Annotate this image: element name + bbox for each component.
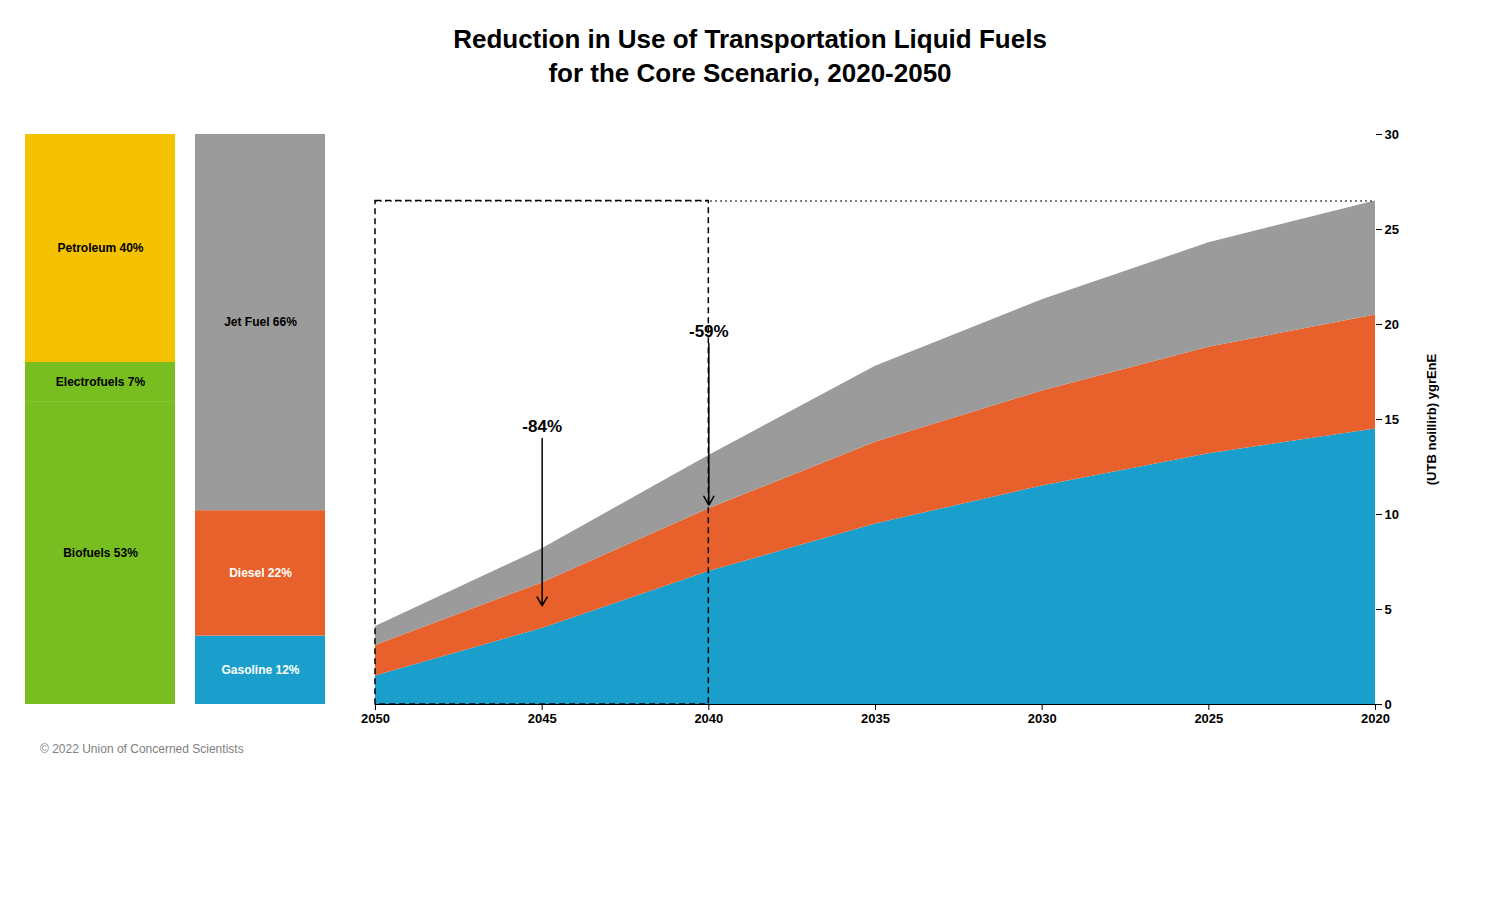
svg-text:20: 20 xyxy=(1385,317,1399,332)
html-text:© 2022 Union of Concerned Scie: © 2022 Union of Concerned Scientists xyxy=(40,742,244,756)
svg-text:15: 15 xyxy=(1385,412,1399,427)
svg-text:2020: 2020 xyxy=(1361,711,1390,726)
svg-text:2035: 2035 xyxy=(861,711,890,726)
svg-text:-84%: -84% xyxy=(522,417,562,436)
svg-text:2040: 2040 xyxy=(694,711,723,726)
svg-text:10: 10 xyxy=(1385,507,1399,522)
svg-text:2050: 2050 xyxy=(361,711,390,726)
svg-text:Gasoline 12%: Gasoline 12% xyxy=(221,663,299,677)
svg-text:Petroleum 40%: Petroleum 40% xyxy=(57,241,143,255)
svg-text:Biofuels 53%: Biofuels 53% xyxy=(63,546,138,560)
svg-text:Jet Fuel 66%: Jet Fuel 66% xyxy=(224,315,297,329)
html-text:Reduction in Use of Transporta: Reduction in Use of Transportation Liqui… xyxy=(453,24,1047,54)
svg-text:(UTB noillirb) ygrEnE: (UTB noillirb) ygrEnE xyxy=(1424,353,1439,485)
svg-text:2025: 2025 xyxy=(1194,711,1223,726)
html-text:for the Core Scenario, 2020-20: for the Core Scenario, 2020-2050 xyxy=(548,58,952,88)
svg-text:-59%: -59% xyxy=(689,322,729,341)
svg-text:Diesel 22%: Diesel 22% xyxy=(229,566,292,580)
svg-text:Electrofuels 7%: Electrofuels 7% xyxy=(56,375,146,389)
svg-text:30: 30 xyxy=(1385,127,1399,142)
svg-text:0: 0 xyxy=(1385,697,1392,712)
svg-text:2030: 2030 xyxy=(1028,711,1057,726)
svg-text:5: 5 xyxy=(1385,602,1392,617)
svg-text:25: 25 xyxy=(1385,222,1399,237)
svg-text:2045: 2045 xyxy=(528,711,557,726)
